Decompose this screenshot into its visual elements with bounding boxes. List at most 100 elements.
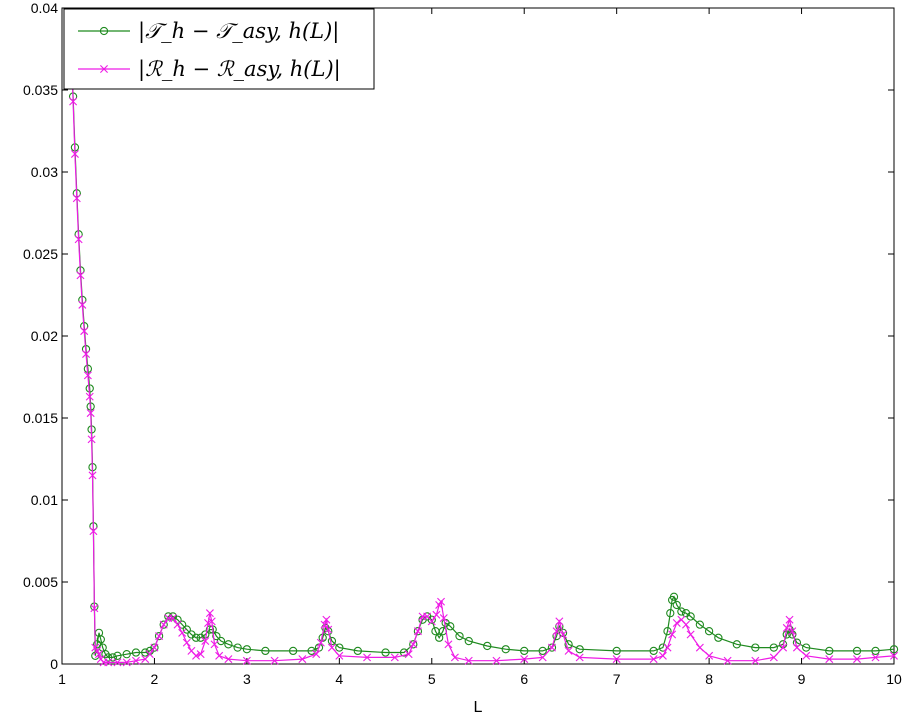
data-point: [658, 643, 668, 652]
y-tick-label: 0.01: [31, 492, 58, 508]
data-point: [270, 656, 279, 665]
data-point: [196, 650, 205, 659]
data-point: [575, 653, 584, 662]
legend-box: [63, 8, 375, 90]
data-point: [312, 650, 321, 659]
data-point: [242, 656, 251, 665]
y-tick-label: 0: [50, 656, 58, 672]
data-point: [288, 646, 298, 656]
data-point: [327, 643, 336, 652]
data-point: [159, 620, 168, 629]
data-point: [547, 643, 557, 652]
data-point: [96, 635, 105, 644]
data-point: [150, 643, 159, 652]
x-tick-label: 3: [243, 671, 251, 687]
x-tick-label: 4: [335, 671, 343, 687]
data-point: [155, 632, 164, 641]
data-point: [104, 658, 113, 667]
data-point: [669, 592, 679, 601]
data-point: [168, 614, 177, 623]
data-point: [90, 604, 99, 613]
y-axis-ticks: 0 0.005 0.01 0.015 0.02 0.025 0.03 0.035 0.04: [23, 0, 894, 672]
data-point: [353, 646, 362, 656]
data-point: [182, 625, 191, 634]
legend-marker: [99, 26, 109, 36]
data-point: [324, 625, 333, 634]
y-tick-label: 0.03: [31, 164, 58, 180]
data-point: [732, 640, 741, 649]
data-point: [492, 656, 501, 665]
data-point: [437, 597, 446, 606]
data-point: [224, 640, 233, 649]
data-point: [658, 651, 667, 660]
data-point: [207, 617, 216, 626]
data-point: [825, 655, 834, 664]
series-line: [70, 39, 895, 658]
data-point: [695, 620, 705, 629]
data-point: [307, 646, 316, 656]
x-axis-label: L: [474, 699, 483, 716]
data-point: [122, 658, 131, 667]
data-point: [695, 643, 704, 652]
x-tick-label: 2: [151, 671, 159, 687]
data-point: [663, 643, 672, 652]
data-point: [427, 615, 436, 624]
data-point: [404, 650, 413, 659]
y-tick-label: 0.015: [23, 410, 58, 426]
data-point: [871, 653, 880, 662]
data-point: [853, 655, 862, 664]
x-tick-label: 7: [613, 671, 621, 687]
data-point: [444, 640, 453, 649]
data-point: [559, 630, 568, 639]
x-tick-label: 1: [58, 671, 66, 687]
data-point: [173, 620, 182, 629]
data-point: [182, 638, 191, 647]
data-point: [666, 609, 675, 618]
data-point: [649, 655, 658, 664]
data-point: [788, 627, 797, 636]
y-tick-label: 0.04: [31, 0, 58, 16]
data-point: [413, 627, 423, 636]
data-point: [432, 610, 441, 619]
data-point: [785, 615, 794, 624]
data-point: [520, 646, 529, 656]
data-point: [435, 633, 444, 642]
data-point: [802, 643, 811, 652]
data-point: [108, 653, 117, 662]
data-point: [871, 646, 880, 656]
data-point: [159, 620, 168, 629]
data-point: [555, 617, 564, 626]
data-point: [113, 651, 122, 660]
y-tick-label: 0.035: [23, 82, 58, 98]
data-point: [80, 327, 89, 336]
data-point: [802, 651, 811, 660]
data-point: [705, 651, 714, 660]
data-point: [779, 643, 788, 652]
data-point: [210, 640, 219, 649]
data-point: [205, 625, 215, 634]
data-point: [890, 651, 898, 660]
data-point: [483, 641, 492, 651]
data-point: [409, 640, 418, 649]
data-point: [85, 392, 94, 401]
series-line: [70, 44, 895, 663]
data-point: [261, 646, 270, 656]
data-point: [686, 612, 695, 621]
legend-item-2: |ℛ_h − ℛ_asy, h(L)|: [78, 57, 341, 82]
data-point: [390, 653, 399, 662]
data-point: [686, 630, 695, 639]
x-axis-ticks: 1 2 3 4 5 6 7 8 9 10: [58, 8, 902, 687]
legend-label: |ℛ_h − ℛ_asy, h(L)|: [138, 57, 341, 82]
data-point: [612, 655, 621, 664]
data-point: [191, 633, 201, 642]
data-point: [704, 627, 714, 636]
data-point: [150, 643, 159, 652]
data-point: [145, 650, 154, 659]
data-point: [178, 628, 187, 637]
data-point: [233, 643, 242, 652]
data-point: [552, 627, 561, 636]
data-point: [455, 631, 464, 641]
data-point: [751, 643, 760, 652]
x-tick-label: 9: [798, 671, 806, 687]
